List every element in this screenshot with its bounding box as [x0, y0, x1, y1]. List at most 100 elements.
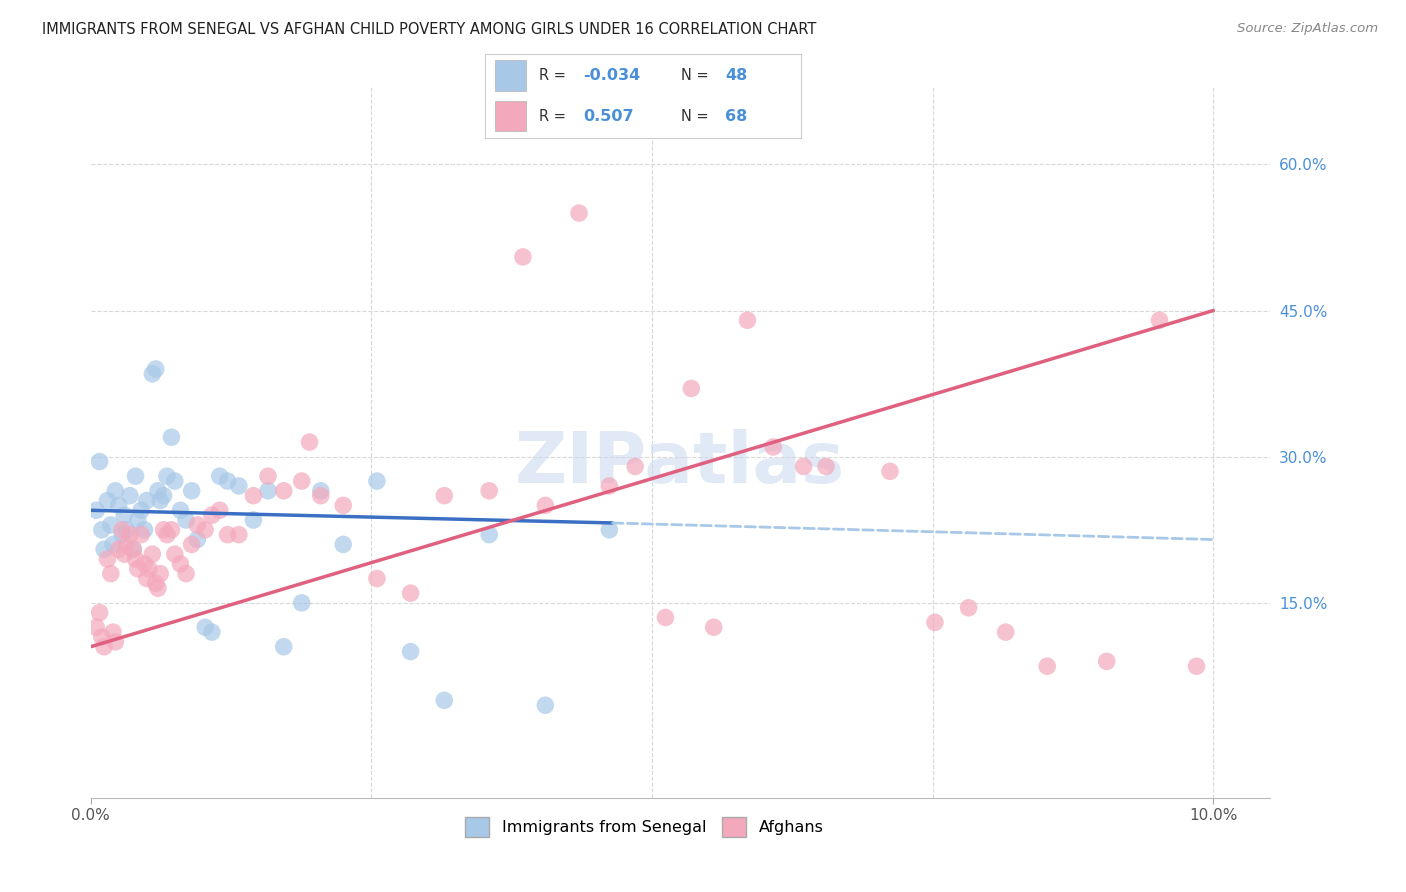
- Point: [101, 537, 124, 551]
- Point: [1036, 659, 1059, 673]
- Point: [96, 552, 118, 566]
- Point: [208, 503, 231, 517]
- Point: [101, 625, 124, 640]
- Point: [478, 483, 501, 498]
- Point: [149, 493, 172, 508]
- Point: [703, 620, 725, 634]
- Point: [90, 523, 112, 537]
- Point: [107, 499, 129, 513]
- Point: [124, 469, 146, 483]
- Point: [112, 508, 135, 523]
- Point: [84, 620, 107, 634]
- Point: [145, 362, 167, 376]
- Point: [115, 523, 138, 537]
- Point: [160, 523, 183, 537]
- Text: IMMIGRANTS FROM SENEGAL VS AFGHAN CHILD POVERTY AMONG GIRLS UNDER 16 CORRELATION: IMMIGRANTS FROM SENEGAL VS AFGHAN CHILD …: [42, 22, 817, 37]
- Point: [257, 483, 280, 498]
- Point: [534, 499, 557, 513]
- Point: [534, 698, 557, 713]
- Point: [309, 483, 332, 498]
- Point: [149, 566, 172, 581]
- Point: [814, 459, 837, 474]
- Point: [118, 527, 141, 541]
- Point: [309, 489, 332, 503]
- Point: [624, 459, 647, 474]
- Point: [793, 459, 815, 474]
- Point: [145, 576, 167, 591]
- Point: [737, 313, 759, 327]
- Point: [107, 542, 129, 557]
- Point: [681, 382, 703, 396]
- Point: [194, 620, 217, 634]
- Point: [273, 483, 295, 498]
- Point: [129, 503, 152, 517]
- Point: [228, 479, 250, 493]
- Point: [180, 483, 202, 498]
- Point: [433, 489, 456, 503]
- Point: [174, 513, 197, 527]
- Point: [160, 430, 183, 444]
- Point: [100, 517, 122, 532]
- Point: [433, 693, 456, 707]
- Point: [598, 479, 620, 493]
- Point: [994, 625, 1017, 640]
- FancyBboxPatch shape: [495, 101, 526, 131]
- Point: [1095, 654, 1118, 668]
- Point: [163, 474, 186, 488]
- Point: [298, 435, 321, 450]
- Point: [127, 562, 149, 576]
- Point: [96, 493, 118, 508]
- Point: [124, 552, 146, 566]
- Point: [115, 537, 138, 551]
- Point: [163, 547, 186, 561]
- Point: [129, 527, 152, 541]
- Point: [217, 474, 239, 488]
- Point: [122, 542, 145, 557]
- Point: [332, 537, 354, 551]
- Point: [138, 562, 160, 576]
- Point: [273, 640, 295, 654]
- Point: [134, 557, 156, 571]
- Point: [399, 645, 422, 659]
- Point: [332, 499, 354, 513]
- Point: [141, 547, 163, 561]
- Point: [169, 503, 191, 517]
- Point: [93, 542, 115, 557]
- Point: [1185, 659, 1208, 673]
- Point: [762, 440, 785, 454]
- Text: R =: R =: [538, 68, 571, 83]
- Point: [169, 557, 191, 571]
- Point: [228, 527, 250, 541]
- FancyBboxPatch shape: [495, 61, 526, 91]
- Point: [134, 523, 156, 537]
- Point: [146, 581, 169, 595]
- Point: [118, 489, 141, 503]
- Point: [366, 572, 388, 586]
- Point: [568, 206, 591, 220]
- Point: [186, 533, 208, 547]
- Point: [291, 474, 314, 488]
- Point: [654, 610, 676, 624]
- Text: ZIPatlas: ZIPatlas: [515, 429, 845, 498]
- Point: [242, 489, 264, 503]
- Point: [194, 523, 217, 537]
- Point: [127, 513, 149, 527]
- Text: Source: ZipAtlas.com: Source: ZipAtlas.com: [1237, 22, 1378, 36]
- Point: [93, 640, 115, 654]
- Point: [201, 625, 224, 640]
- Point: [366, 474, 388, 488]
- Point: [112, 547, 135, 561]
- Point: [201, 508, 224, 523]
- Text: 0.507: 0.507: [583, 109, 634, 124]
- Point: [208, 469, 231, 483]
- Point: [186, 517, 208, 532]
- Point: [100, 566, 122, 581]
- Point: [879, 464, 901, 478]
- Point: [478, 527, 501, 541]
- Point: [89, 606, 111, 620]
- Point: [111, 523, 134, 537]
- Text: N =: N =: [681, 68, 713, 83]
- Point: [135, 572, 157, 586]
- Point: [924, 615, 946, 630]
- Point: [135, 493, 157, 508]
